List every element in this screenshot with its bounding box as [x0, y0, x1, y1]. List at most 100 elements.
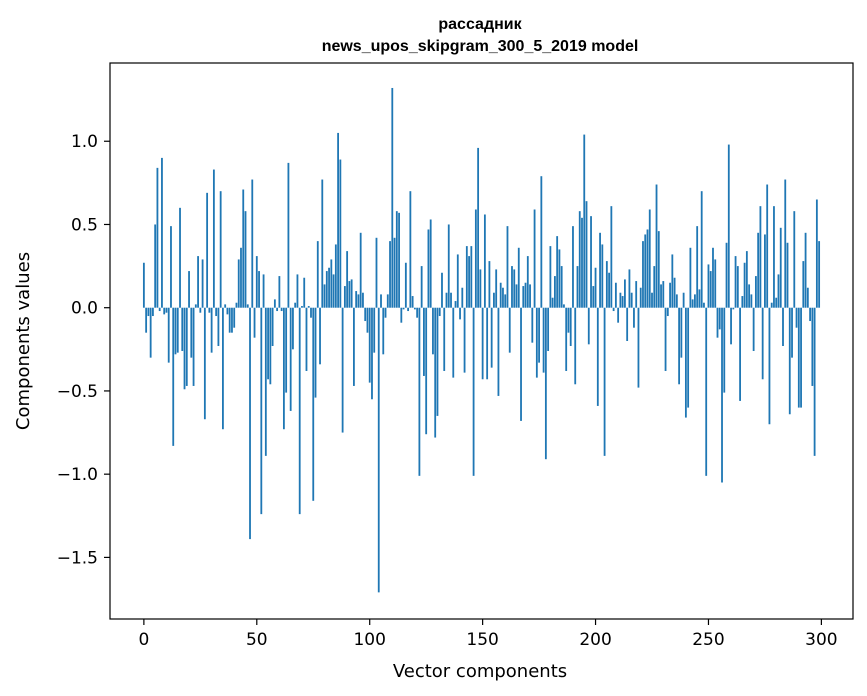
bar-component-70	[301, 306, 303, 308]
bar-component-213	[624, 279, 626, 308]
bar-component-295	[809, 307, 811, 322]
bar-component-258	[725, 242, 728, 308]
bar-component-195	[583, 134, 586, 308]
bar-component-65	[289, 307, 292, 411]
y-tick-label: 1.0	[71, 132, 98, 152]
bar-component-238	[680, 307, 683, 358]
bar-component-133	[443, 307, 446, 371]
bar-component-136	[450, 292, 452, 308]
bar-component-119	[411, 296, 414, 308]
bar-component-211	[619, 292, 622, 308]
bar-component-287	[791, 307, 793, 358]
bar-component-266	[743, 262, 746, 308]
bar-component-75	[312, 307, 315, 501]
bar-component-16	[179, 207, 181, 308]
bar-component-145	[470, 246, 473, 308]
bar-component-91	[348, 281, 351, 308]
bar-component-69	[298, 307, 301, 515]
bar-component-123	[420, 266, 423, 308]
bar-component-37	[226, 307, 229, 315]
bar-component-34	[219, 191, 222, 308]
bar-component-103	[375, 237, 378, 308]
bar-component-73	[307, 306, 310, 308]
bar-component-225	[651, 292, 653, 308]
bar-component-224	[648, 209, 651, 308]
bar-component-272	[757, 232, 760, 308]
plot-frame	[109, 62, 854, 620]
bar-component-157	[497, 307, 500, 396]
bar-component-194	[581, 217, 583, 308]
bar-component-299	[818, 241, 821, 308]
bar-component-291	[800, 307, 802, 408]
bar-component-105	[380, 294, 382, 308]
chart-title-line-1: рассадник	[438, 16, 522, 33]
bar-component-290	[797, 307, 800, 408]
bar-component-126	[427, 229, 430, 308]
bar-component-131	[438, 307, 441, 317]
bar-component-278	[770, 302, 773, 308]
bar-component-47	[249, 307, 251, 540]
bar-component-250	[707, 264, 710, 308]
bar-component-277	[768, 307, 771, 425]
bar-component-48	[251, 179, 254, 308]
bar-component-80	[323, 284, 326, 308]
bar-component-127	[429, 219, 432, 308]
bar-component-268	[748, 284, 751, 308]
bar-component-273	[759, 206, 762, 308]
bar-component-151	[483, 214, 486, 308]
bar-component-82	[328, 267, 330, 308]
bar-component-231	[664, 307, 667, 371]
bar-component-262	[734, 256, 737, 308]
bar-component-83	[330, 259, 333, 308]
y-tick-label: 0.5	[71, 215, 98, 235]
bar-component-173	[533, 209, 536, 308]
bar-component-41	[235, 302, 238, 308]
bar-component-114	[400, 307, 403, 323]
bar-component-104	[377, 307, 380, 593]
bar-component-165	[515, 284, 518, 308]
bar-component-143	[465, 246, 468, 308]
bar-component-124	[423, 307, 425, 376]
bar-component-198	[590, 216, 592, 308]
bar-component-92	[350, 279, 353, 308]
bar-component-226	[653, 266, 656, 308]
bar-component-192	[576, 266, 579, 308]
bar-component-138	[454, 301, 457, 308]
bar-component-132	[441, 272, 443, 308]
bar-component-230	[662, 281, 665, 308]
bar-component-9	[163, 307, 166, 315]
bar-component-20	[188, 271, 190, 308]
bar-component-179	[547, 307, 550, 351]
bar-component-263	[736, 266, 739, 308]
bar-component-106	[382, 307, 385, 355]
bar-component-271	[754, 276, 757, 308]
bar-component-223	[646, 229, 649, 308]
bar-component-168	[522, 286, 525, 308]
bar-component-178	[544, 307, 547, 460]
bar-component-38	[228, 307, 231, 333]
bar-component-201	[596, 307, 599, 406]
bar-component-107	[384, 307, 387, 318]
bar-component-102	[373, 307, 376, 353]
bar-component-29	[208, 307, 211, 313]
bar-component-45	[244, 211, 247, 308]
bar-component-129	[434, 307, 437, 438]
bar-component-77	[316, 241, 319, 308]
bar-component-245	[696, 226, 699, 308]
bar-component-61	[280, 307, 283, 312]
y-axis-label: Components values	[13, 252, 34, 430]
bar-component-128	[432, 307, 434, 355]
bar-component-146	[472, 307, 475, 476]
bar-component-169	[524, 282, 527, 308]
bar-component-270	[752, 307, 755, 351]
bar-component-288	[793, 211, 796, 308]
bar-component-108	[386, 294, 389, 308]
bar-component-97	[362, 292, 364, 308]
x-tick-label: 300	[805, 630, 837, 650]
bar-component-252	[712, 247, 714, 308]
bar-component-99	[366, 307, 369, 333]
x-axis-label: Vector components	[393, 661, 567, 682]
bar-component-109	[389, 241, 391, 308]
bar-component-139	[456, 254, 459, 308]
